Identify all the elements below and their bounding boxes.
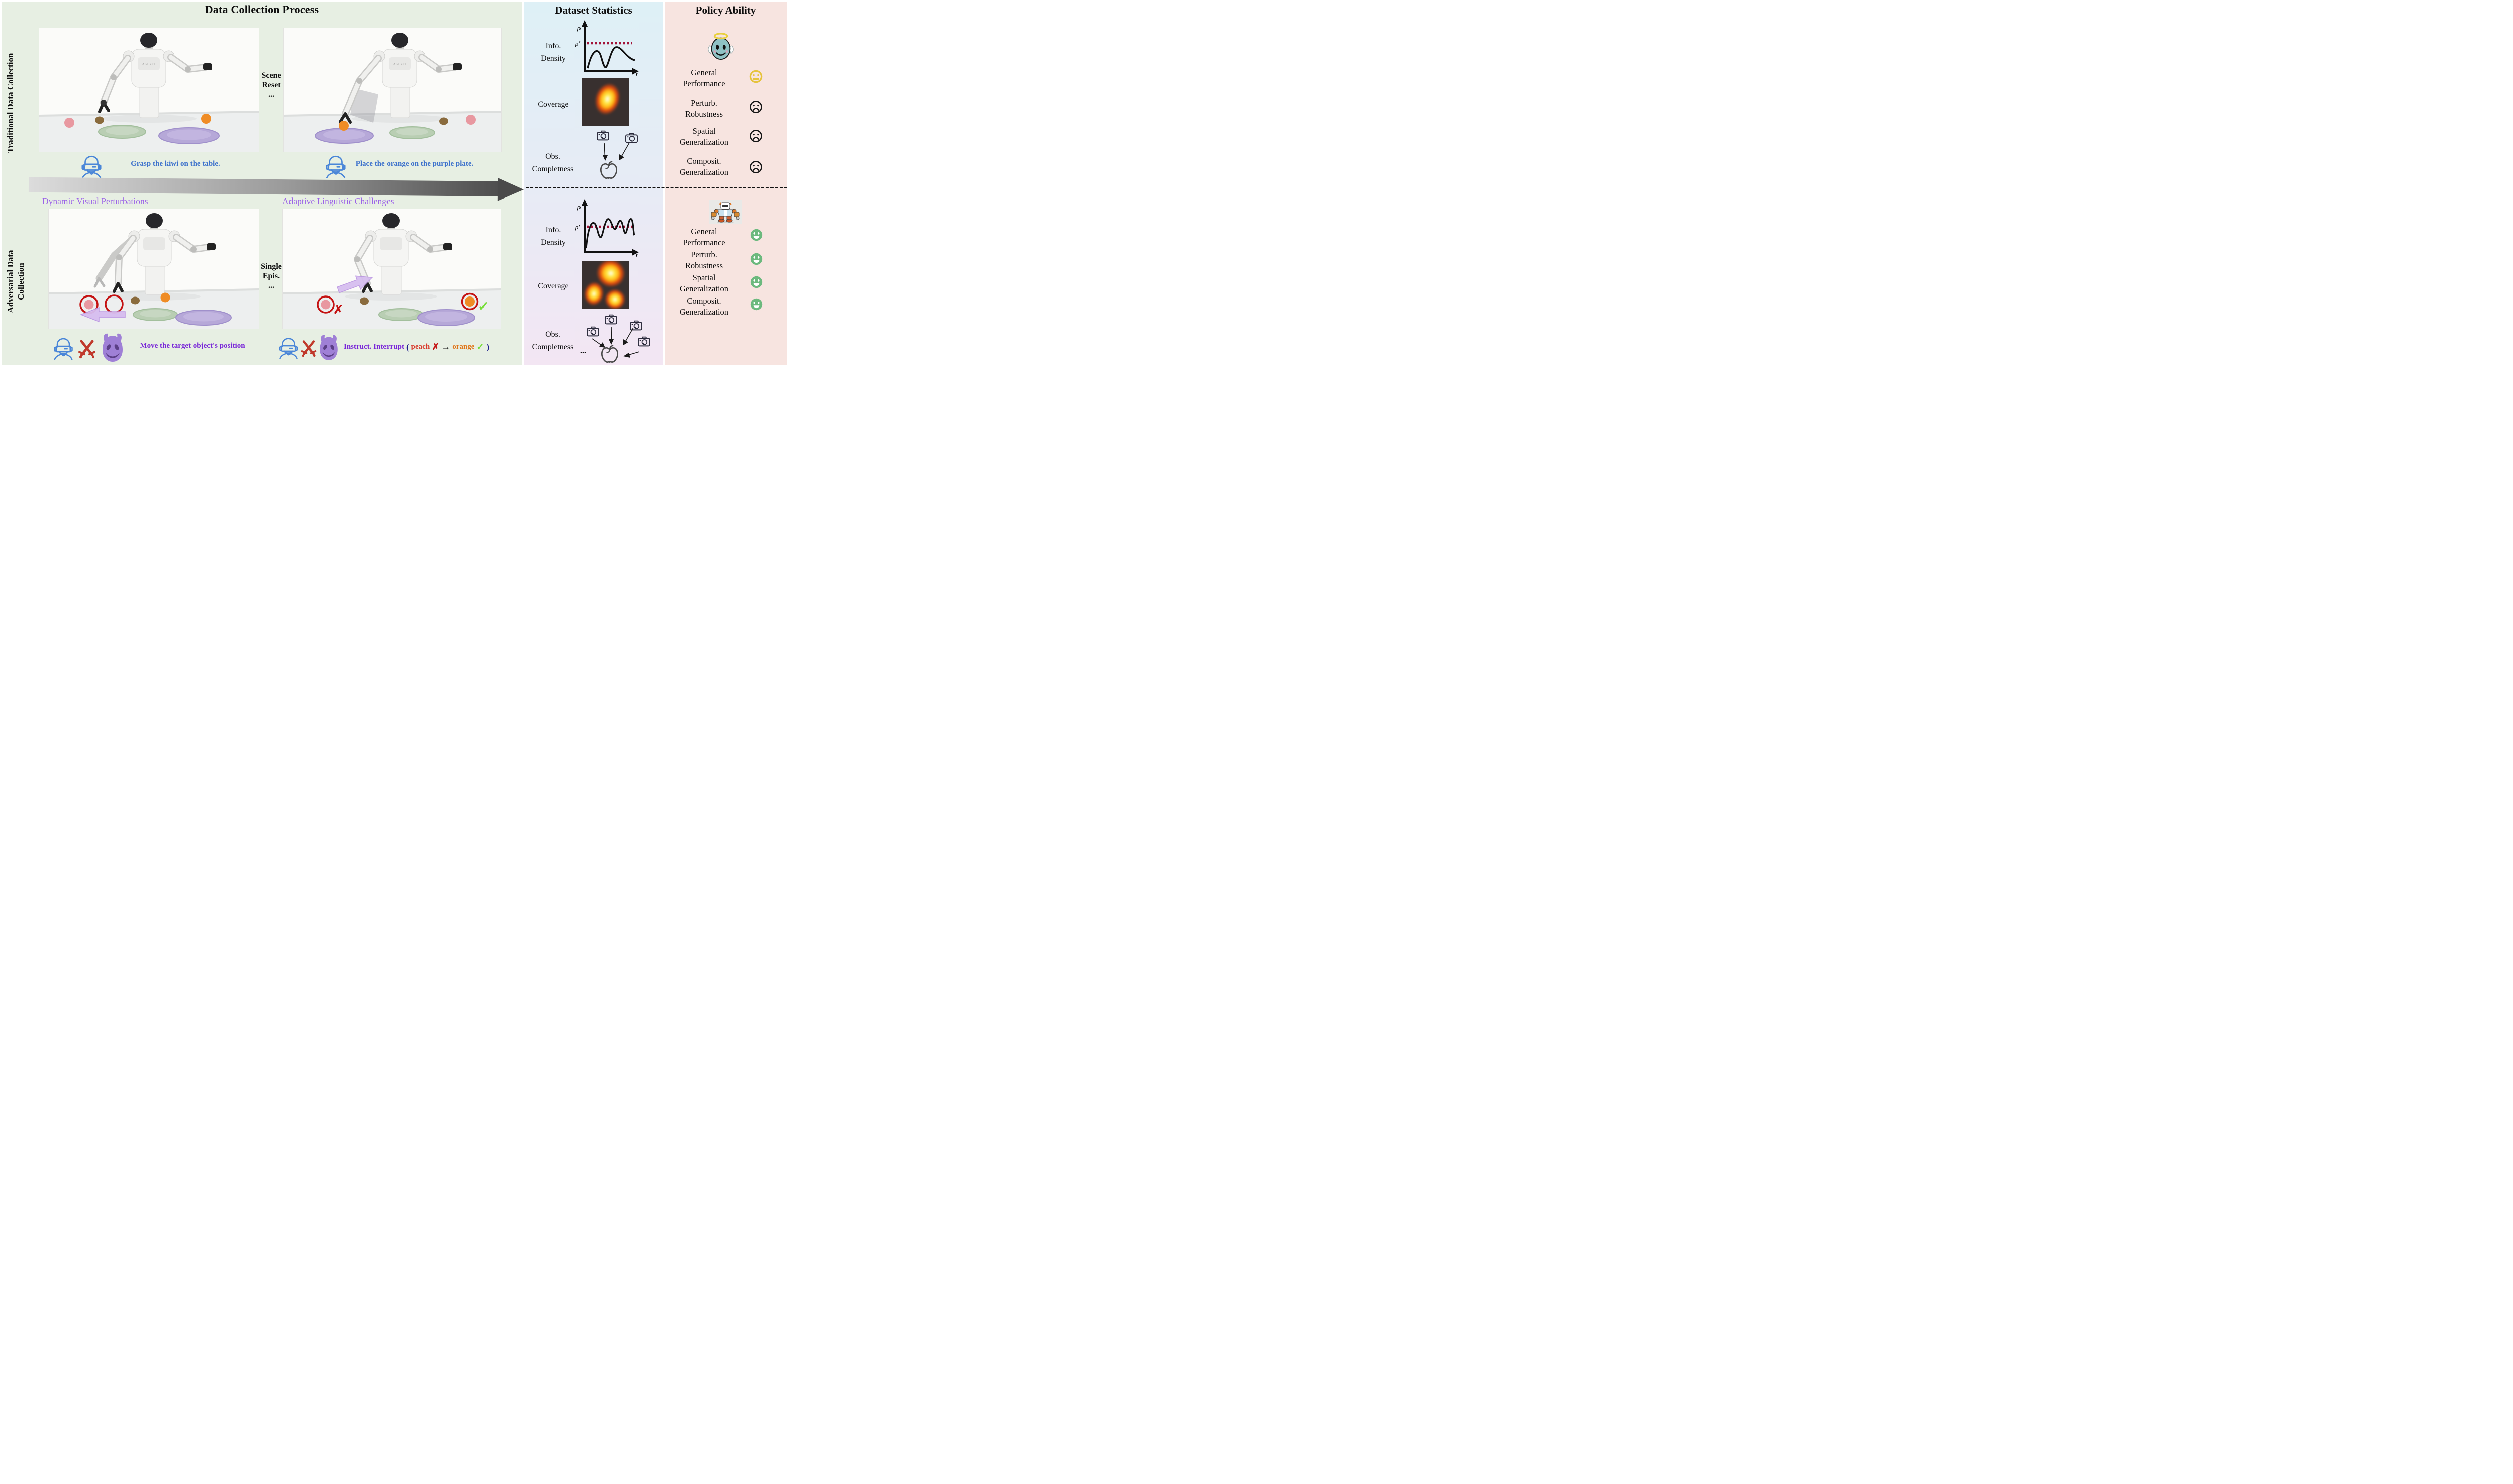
robot-perturbation-scene-illustration (49, 209, 259, 329)
devil-face-icon (317, 333, 341, 362)
photo-traditional-grasp: AGIBOT (39, 28, 259, 152)
svg-text:✗: ✗ (333, 304, 343, 317)
wrong-word: peach (411, 343, 430, 351)
vr-goggles-icon (278, 336, 299, 359)
policy-row-spatial-generalization: Spatial Generalization (679, 126, 729, 147)
header-dynamic-visual: Dynamic Visual Perturbations (42, 196, 148, 206)
caption-instruct-interrupt: Instruct. Interrupt ( peach ✗ → orange ✓… (344, 342, 489, 352)
info-density-label-bottom: Info. Density (541, 226, 566, 247)
figure-canvas: Data Collection Process Traditional Data… (0, 0, 788, 367)
row-label-traditional-line2: Collection (6, 53, 15, 90)
svg-text:t: t (636, 251, 638, 259)
scene-reset-line2: Reset (262, 80, 281, 89)
svg-text:ρ': ρ' (575, 223, 580, 231)
heat-blob (591, 80, 624, 119)
vr-goggles-icon (325, 153, 347, 178)
single-episode-line2: Epis. (262, 271, 280, 280)
apple-outline-icon (599, 344, 620, 364)
more-cameras-dots: ... (580, 347, 586, 355)
coverage-heatmap-bottom (582, 261, 629, 309)
coverage-label-top: Coverage (538, 100, 569, 109)
instruct-interrupt-label: Instruct. Interrupt (344, 343, 404, 351)
row-label-adversarial-line1: Adversarial Data (6, 250, 15, 313)
camera-icon (596, 130, 610, 141)
camera-view-arrows-top (603, 142, 630, 161)
robot-place-scene-illustration: AGIBOT (284, 28, 501, 152)
policy-row-general-performance: General Performance (683, 227, 725, 248)
sad-face-icon (749, 160, 763, 174)
heat-blob (582, 280, 606, 307)
robot-avatar (709, 200, 742, 224)
policy-row-spatial-generalization: Spatial Generalization (679, 273, 729, 294)
svg-text:AGIBOT: AGIBOT (393, 62, 407, 66)
scene-reset-dots: ... (268, 90, 274, 99)
timeline-arrowhead (497, 177, 524, 202)
robot-grasp-scene-illustration: AGIBOT (39, 28, 259, 152)
row-label-adversarial: Adversarial Data Collection (5, 231, 28, 332)
vr-goggles-icon (53, 336, 74, 360)
camera-icon (604, 314, 618, 325)
stats-title: Dataset Statistics (555, 4, 632, 16)
devil-face-icon (99, 332, 127, 363)
crossed-swords-icon (77, 339, 97, 359)
header-adaptive-linguistic: Adaptive Linguistic Challenges (282, 196, 394, 206)
coverage-heatmap-top (582, 78, 629, 126)
apple-outline-icon (598, 160, 619, 180)
info-density-plot-top: ρ ρ' t (575, 20, 639, 78)
happy-face-icon (750, 298, 763, 311)
dashed-divider (526, 187, 787, 188)
row-label-adversarial-line2: Collection (16, 263, 26, 300)
crossed-swords-icon (300, 339, 318, 358)
policy-row-composit-generalization: Composit. Generalization (679, 156, 729, 177)
timeline-arrow-band (28, 177, 499, 196)
single-episode-line1: Single (261, 262, 282, 271)
sad-face-icon (749, 100, 763, 114)
caption-place-orange: Place the orange on the purple plate. (355, 160, 474, 168)
correct-word: orange (452, 343, 475, 351)
caption-grasp-kiwi: Grasp the kiwi on the table. (131, 160, 220, 168)
photo-traditional-place: AGIBOT (284, 28, 501, 152)
scene-reset-note: Scene Reset ... (254, 71, 289, 100)
policy-title: Policy Ability (695, 4, 756, 16)
obs-completeness-label-top: Obs. Completness (532, 152, 574, 173)
caption-move-object: Move the target object's position (140, 342, 245, 350)
svg-text:✓: ✓ (478, 299, 489, 314)
svg-text:ρ: ρ (577, 203, 581, 211)
photo-adversarial-perturbation (49, 209, 259, 329)
arrow-glyph: → (441, 342, 451, 352)
policy-row-perturb-robustness: Perturb. Robustness (685, 98, 723, 119)
policy-row-composit-generalization: Composit. Generalization (679, 296, 729, 317)
happy-face-icon (750, 275, 763, 289)
row-label-traditional-line1: Traditional Data (6, 92, 15, 153)
info-density-plot-bottom: ρ ρ' t (575, 199, 639, 259)
obs-completeness-label-bottom: Obs. Completness (532, 330, 574, 351)
row-label-traditional: Traditional Data Collection (5, 53, 28, 153)
coverage-label-bottom: Coverage (538, 282, 569, 290)
sad-face-icon (749, 129, 763, 143)
heat-blob (604, 288, 626, 309)
paren-open: ( (406, 342, 409, 352)
policy-row-general-performance: General Performance (683, 68, 725, 89)
camera-view-arrows-bottom (592, 326, 640, 358)
svg-text:t: t (636, 70, 638, 78)
happy-face-icon (750, 228, 763, 242)
svg-text:AGIBOT: AGIBOT (142, 62, 156, 66)
robot-linguistic-scene-illustration: ✗ ✓ (283, 209, 501, 329)
neutral-face-icon (749, 69, 763, 84)
policy-row-perturb-robustness: Perturb. Robustness (685, 250, 723, 271)
info-density-label-top: Info. Density (541, 42, 566, 63)
svg-text:ρ': ρ' (575, 40, 580, 47)
single-episode-note: Single Epis. ... (254, 262, 289, 291)
cross-mark: ✗ (432, 342, 440, 352)
check-mark: ✓ (476, 342, 485, 352)
policy-ability-panel (665, 2, 787, 365)
photo-adversarial-linguistic: ✗ ✓ (283, 209, 501, 329)
happy-face-icon (750, 252, 763, 266)
angel-face-icon (706, 31, 735, 61)
scene-reset-line1: Scene (261, 71, 281, 80)
single-episode-dots: ... (268, 281, 274, 290)
process-title: Data Collection Process (205, 3, 319, 16)
svg-text:ρ: ρ (577, 24, 581, 32)
paren-close: ) (486, 342, 490, 352)
